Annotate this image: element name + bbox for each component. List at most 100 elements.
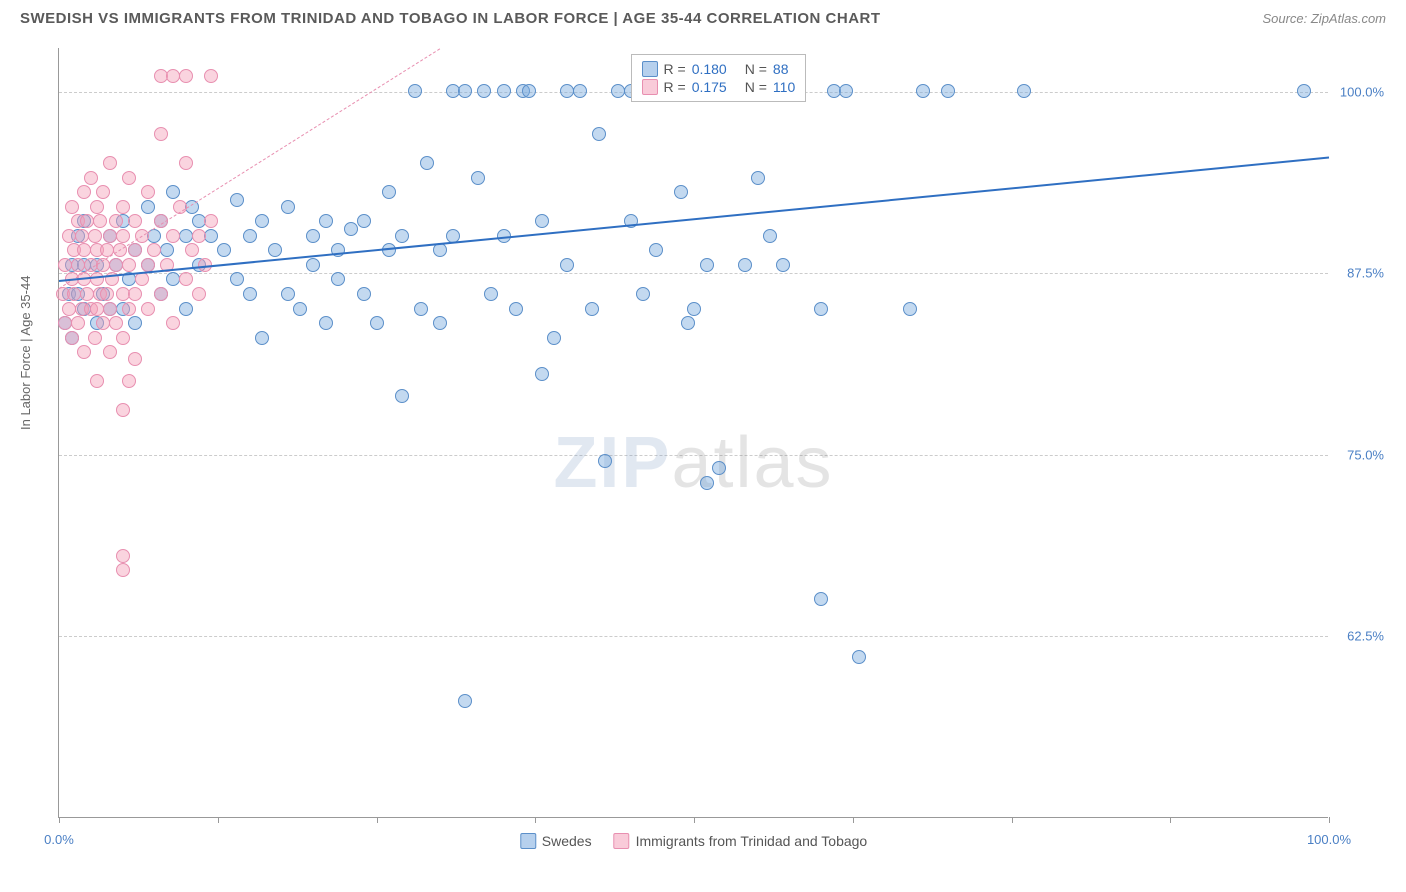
point-swedes bbox=[357, 214, 371, 228]
point-swedes bbox=[592, 127, 606, 141]
point-trinidad bbox=[154, 287, 168, 301]
point-swedes bbox=[344, 222, 358, 236]
point-swedes bbox=[814, 592, 828, 606]
point-swedes bbox=[458, 84, 472, 98]
point-swedes bbox=[166, 185, 180, 199]
point-swedes bbox=[477, 84, 491, 98]
point-swedes bbox=[141, 200, 155, 214]
point-trinidad bbox=[88, 229, 102, 243]
point-trinidad bbox=[122, 171, 136, 185]
point-trinidad bbox=[84, 171, 98, 185]
point-trinidad bbox=[100, 287, 114, 301]
point-swedes bbox=[509, 302, 523, 316]
point-trinidad bbox=[122, 258, 136, 272]
x-tick bbox=[1012, 817, 1013, 823]
point-swedes bbox=[382, 185, 396, 199]
stats-legend-row: R =0.175N =110 bbox=[642, 78, 796, 96]
point-swedes bbox=[522, 84, 536, 98]
point-swedes bbox=[255, 331, 269, 345]
gridline-h bbox=[59, 455, 1328, 456]
n-label: N = bbox=[745, 61, 767, 77]
point-trinidad bbox=[116, 331, 130, 345]
point-trinidad bbox=[128, 243, 142, 257]
y-tick-label: 100.0% bbox=[1340, 84, 1384, 99]
point-swedes bbox=[230, 272, 244, 286]
point-trinidad bbox=[90, 272, 104, 286]
x-tick-label: 0.0% bbox=[44, 832, 74, 847]
point-swedes bbox=[903, 302, 917, 316]
trendline-blue bbox=[59, 157, 1329, 282]
point-trinidad bbox=[65, 200, 79, 214]
point-trinidad bbox=[192, 229, 206, 243]
plot-region: ZIPatlas R =0.180N =88R =0.175N =110 Swe… bbox=[58, 48, 1328, 818]
point-trinidad bbox=[116, 229, 130, 243]
point-trinidad bbox=[88, 331, 102, 345]
point-trinidad bbox=[116, 200, 130, 214]
point-trinidad bbox=[93, 214, 107, 228]
point-trinidad bbox=[90, 200, 104, 214]
point-swedes bbox=[636, 287, 650, 301]
point-swedes bbox=[370, 316, 384, 330]
point-trinidad bbox=[116, 403, 130, 417]
point-trinidad bbox=[147, 243, 161, 257]
point-swedes bbox=[160, 243, 174, 257]
point-swedes bbox=[674, 185, 688, 199]
legend-swatch-blue bbox=[520, 833, 536, 849]
point-swedes bbox=[281, 200, 295, 214]
chart-title: SWEDISH VS IMMIGRANTS FROM TRINIDAD AND … bbox=[20, 10, 881, 27]
point-trinidad bbox=[141, 185, 155, 199]
point-trinidad bbox=[103, 345, 117, 359]
chart-area: ZIPatlas R =0.180N =88R =0.175N =110 Swe… bbox=[58, 48, 1378, 818]
point-trinidad bbox=[166, 316, 180, 330]
point-swedes bbox=[839, 84, 853, 98]
point-trinidad bbox=[128, 214, 142, 228]
watermark-atlas: atlas bbox=[671, 423, 833, 503]
x-tick bbox=[377, 817, 378, 823]
x-tick bbox=[218, 817, 219, 823]
point-swedes bbox=[547, 331, 561, 345]
point-swedes bbox=[357, 287, 371, 301]
point-swedes bbox=[319, 214, 333, 228]
point-swedes bbox=[573, 84, 587, 98]
point-swedes bbox=[395, 229, 409, 243]
point-swedes bbox=[268, 243, 282, 257]
point-trinidad bbox=[141, 302, 155, 316]
point-swedes bbox=[585, 302, 599, 316]
legend-swatch-pink bbox=[614, 833, 630, 849]
x-tick bbox=[1329, 817, 1330, 823]
r-label: R = bbox=[664, 79, 686, 95]
point-trinidad bbox=[77, 345, 91, 359]
point-swedes bbox=[217, 243, 231, 257]
point-swedes bbox=[382, 243, 396, 257]
watermark: ZIPatlas bbox=[553, 422, 833, 504]
r-value: 0.175 bbox=[692, 79, 727, 95]
point-trinidad bbox=[71, 316, 85, 330]
point-swedes bbox=[433, 243, 447, 257]
point-trinidad bbox=[128, 287, 142, 301]
point-trinidad bbox=[90, 374, 104, 388]
point-trinidad bbox=[122, 374, 136, 388]
point-swedes bbox=[306, 258, 320, 272]
point-swedes bbox=[306, 229, 320, 243]
point-swedes bbox=[681, 316, 695, 330]
legend-label: Immigrants from Trinidad and Tobago bbox=[636, 833, 868, 849]
point-swedes bbox=[687, 302, 701, 316]
point-swedes bbox=[916, 84, 930, 98]
point-swedes bbox=[712, 461, 726, 475]
point-swedes bbox=[1017, 84, 1031, 98]
point-trinidad bbox=[96, 185, 110, 199]
point-swedes bbox=[598, 454, 612, 468]
gridline-h bbox=[59, 636, 1328, 637]
point-swedes bbox=[1297, 84, 1311, 98]
point-swedes bbox=[814, 302, 828, 316]
point-trinidad bbox=[204, 69, 218, 83]
point-swedes bbox=[776, 258, 790, 272]
point-trinidad bbox=[166, 229, 180, 243]
stats-legend: R =0.180N =88R =0.175N =110 bbox=[631, 54, 807, 102]
point-swedes bbox=[738, 258, 752, 272]
point-swedes bbox=[751, 171, 765, 185]
point-trinidad bbox=[154, 127, 168, 141]
series-legend: SwedesImmigrants from Trinidad and Tobag… bbox=[520, 833, 867, 849]
point-swedes bbox=[128, 316, 142, 330]
r-label: R = bbox=[664, 61, 686, 77]
